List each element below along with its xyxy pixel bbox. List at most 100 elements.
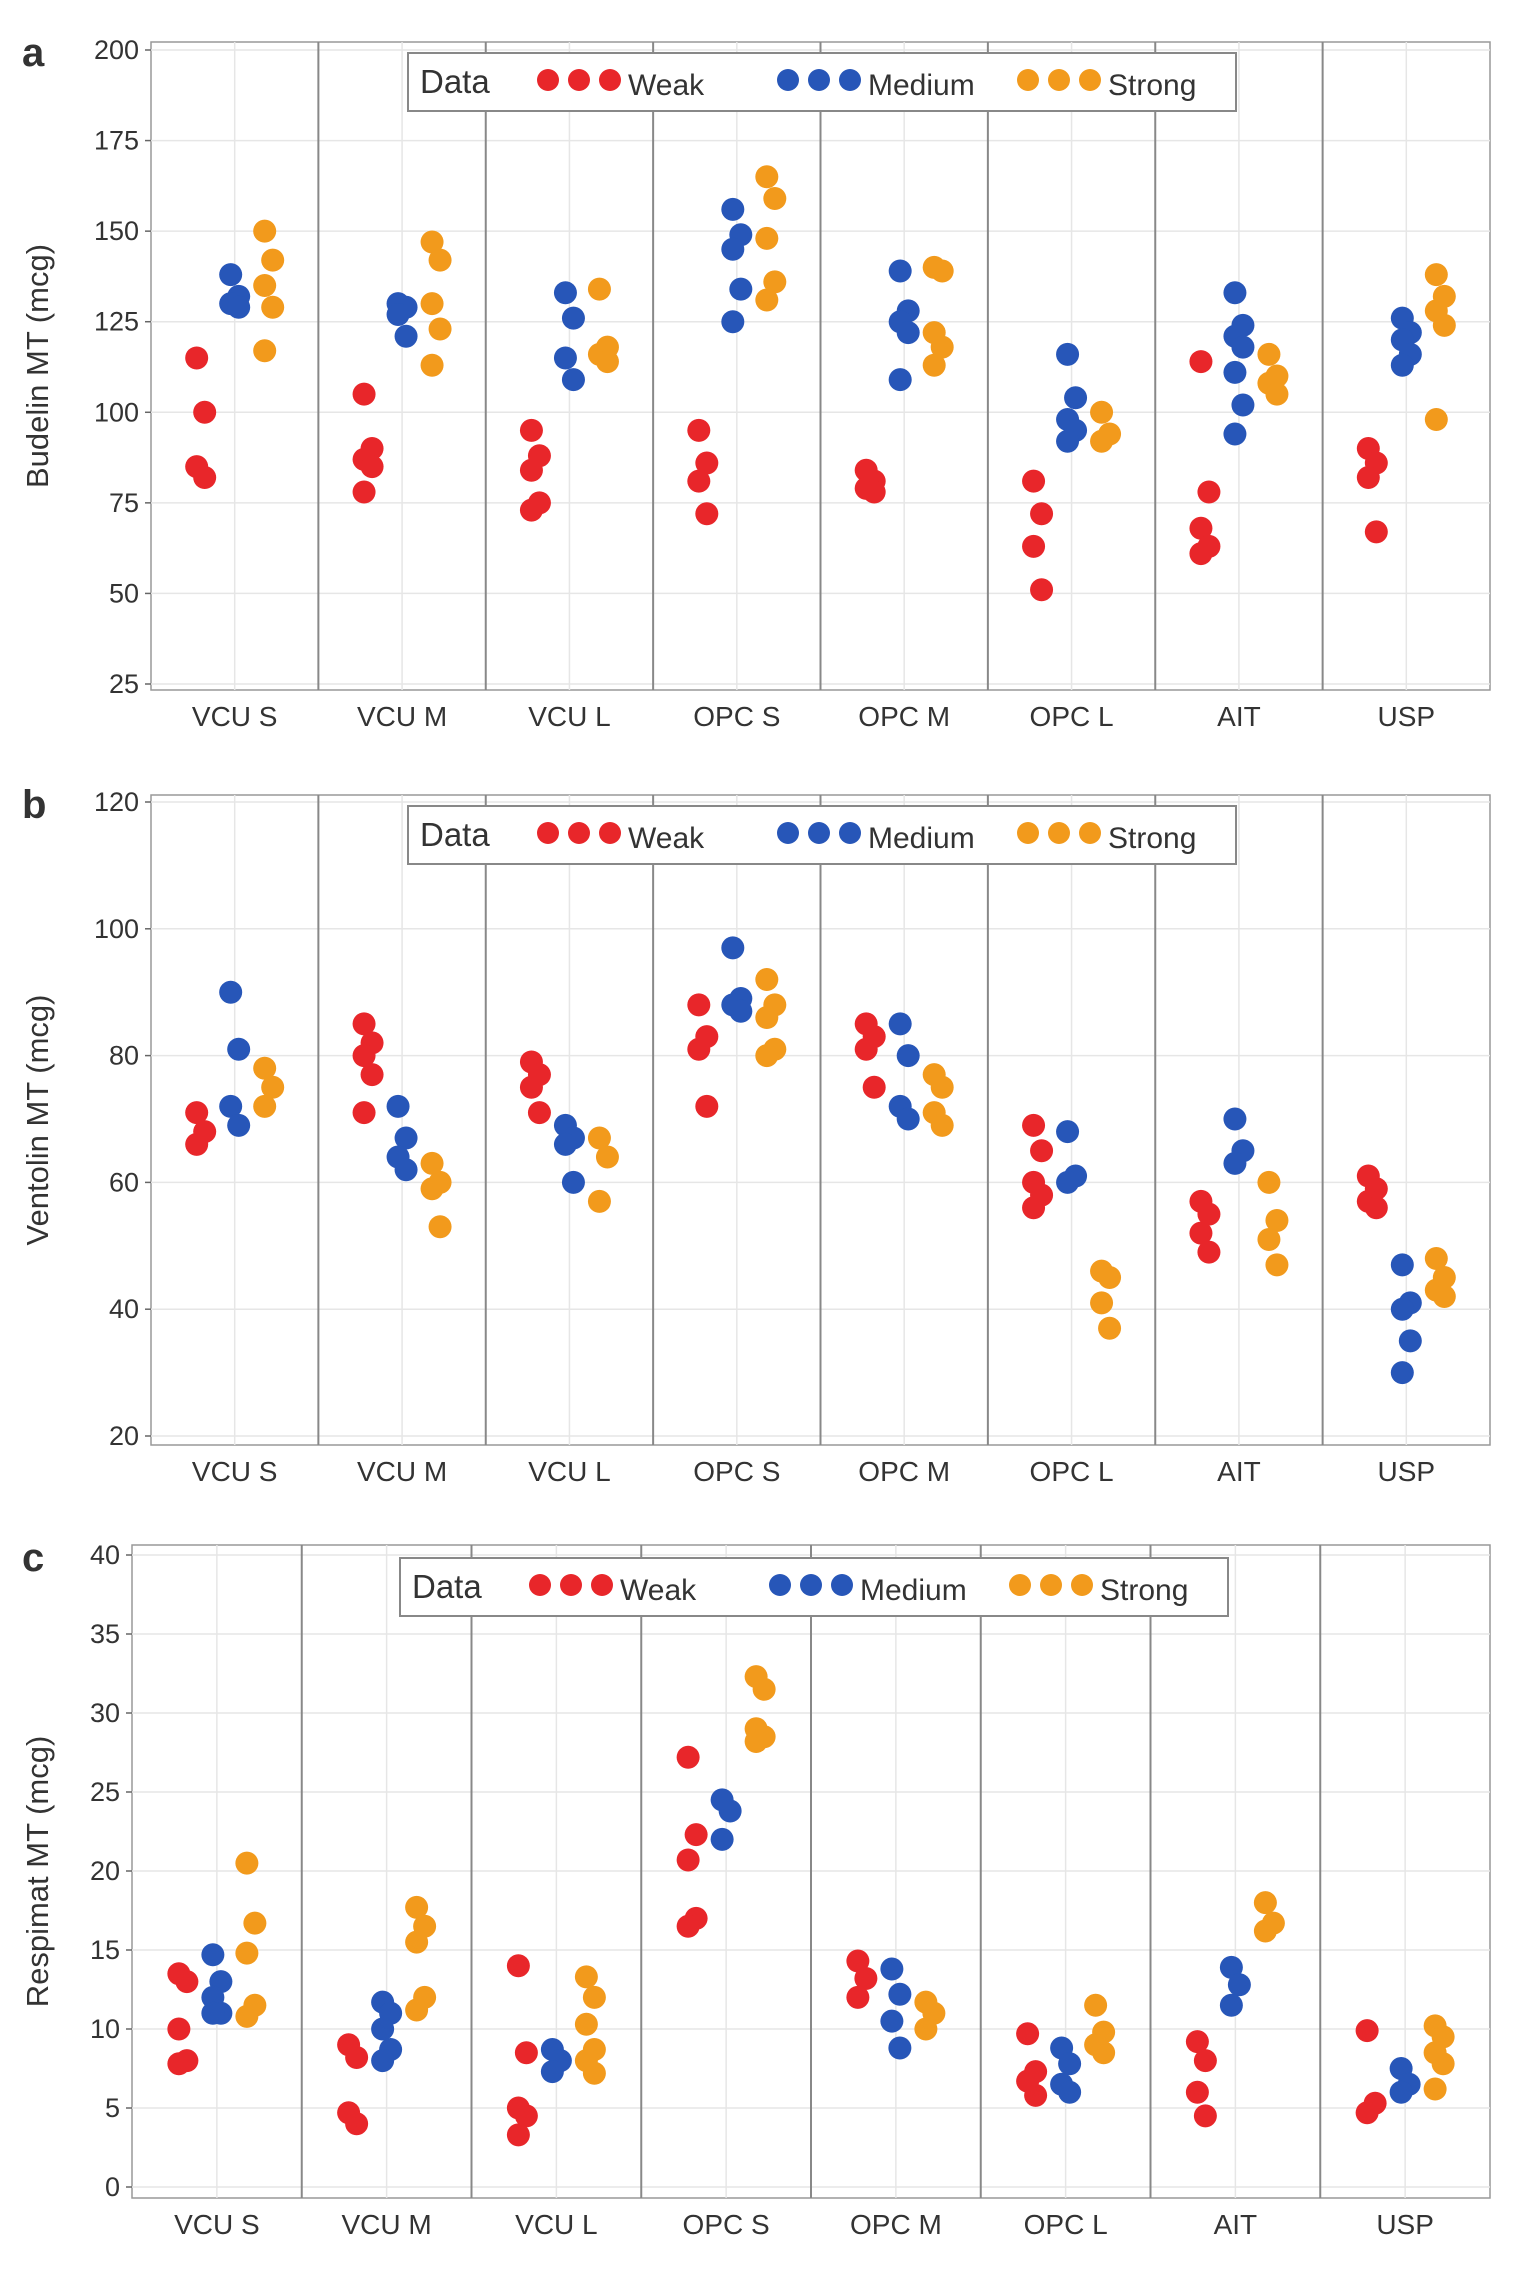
data-point-strong	[420, 292, 444, 316]
y-tick-label: 100	[94, 914, 139, 944]
x-tick-label: VCU M	[357, 1456, 447, 1487]
data-point-weak	[1185, 2080, 1209, 2104]
data-point-weak	[1197, 1202, 1221, 1226]
data-point-weak	[676, 1914, 700, 1938]
data-point-strong	[420, 230, 444, 254]
data-point-strong	[1423, 2077, 1447, 2101]
y-tick-label: 35	[90, 1619, 120, 1649]
data-point-weak	[1364, 520, 1388, 544]
legend-swatch-medium	[777, 822, 799, 844]
data-point-strong	[1253, 1919, 1277, 1943]
data-point-weak	[185, 1132, 209, 1156]
legend-swatch-strong	[1048, 822, 1070, 844]
data-point-weak	[862, 1075, 886, 1099]
data-point-weak	[854, 1966, 878, 1990]
data-point-medium	[386, 1094, 410, 1118]
data-point-weak	[1355, 2101, 1379, 2125]
data-point-weak	[514, 2041, 538, 2065]
data-point-medium	[227, 1037, 251, 1061]
data-point-medium	[896, 1044, 920, 1068]
data-point-strong	[587, 1126, 611, 1150]
data-point-medium	[1223, 360, 1247, 384]
x-tick-label: OPC L	[1030, 1456, 1114, 1487]
data-point-medium	[721, 197, 745, 221]
legend-swatch-medium	[769, 1574, 791, 1596]
panel-label: c	[22, 1536, 44, 1580]
data-point-medium	[227, 295, 251, 319]
data-point-medium	[227, 1113, 251, 1137]
x-tick-label: VCU M	[342, 2209, 432, 2240]
data-point-weak	[352, 480, 376, 504]
y-axis-label: Respimat MT (mcg)	[20, 1736, 55, 2008]
y-tick-label: 75	[109, 488, 139, 518]
legend: Data Weak Medium Strong	[399, 1557, 1229, 1617]
legend-swatch-weak	[529, 1574, 551, 1596]
data-point-medium	[219, 980, 243, 1004]
data-point-strong	[405, 1895, 429, 1919]
data-point-weak	[519, 1075, 543, 1099]
data-point-medium	[710, 1827, 734, 1851]
data-point-strong	[755, 226, 779, 250]
legend-swatch-medium	[839, 822, 861, 844]
data-point-weak	[167, 2052, 191, 2076]
legend-swatch-weak	[599, 69, 621, 91]
data-point-strong	[930, 1113, 954, 1137]
legend-swatch-strong	[1048, 69, 1070, 91]
legend: Data Weak Medium Strong	[407, 52, 1237, 112]
data-point-medium	[896, 1107, 920, 1131]
data-point-weak	[1197, 480, 1221, 504]
data-point-medium	[880, 1957, 904, 1981]
data-point-medium	[1390, 1361, 1414, 1385]
data-point-medium	[1056, 429, 1080, 453]
data-point-strong	[253, 1056, 277, 1080]
data-point-medium	[561, 306, 585, 330]
data-point-medium	[721, 936, 745, 960]
data-point-weak	[846, 1949, 870, 1973]
data-point-medium	[1231, 335, 1255, 359]
data-point-strong	[930, 335, 954, 359]
x-tick-label: VCU L	[528, 1456, 610, 1487]
data-point-strong	[243, 1911, 267, 1935]
legend-label: Strong	[1108, 822, 1196, 855]
x-tick-label: OPC S	[693, 1456, 780, 1487]
data-point-medium	[219, 263, 243, 287]
data-point-weak	[185, 1101, 209, 1125]
data-point-strong	[428, 248, 452, 272]
y-tick-label: 5	[105, 2093, 120, 2123]
x-tick-label: USP	[1378, 701, 1436, 732]
data-point-medium	[718, 1799, 742, 1823]
data-point-weak	[1022, 469, 1046, 493]
x-tick-label: VCU S	[192, 1456, 278, 1487]
x-tick-label: AIT	[1217, 701, 1261, 732]
data-point-weak	[1197, 1240, 1221, 1264]
legend-swatch-weak	[537, 69, 559, 91]
panel-a: 25 50 75 100 125 150 175 200 VCU S VCU M VCU L OPC …	[20, 31, 1491, 732]
data-point-strong	[1424, 1246, 1448, 1270]
legend-label: Weak	[628, 69, 705, 102]
data-point-medium	[1056, 1170, 1080, 1194]
legend-swatch-medium	[808, 69, 830, 91]
data-point-medium	[880, 2009, 904, 2033]
data-point-weak	[519, 458, 543, 482]
y-axis-label: Budelin MT (mcg)	[20, 244, 55, 488]
data-point-strong	[763, 187, 787, 211]
legend-swatch-weak	[568, 69, 590, 91]
data-point-weak	[687, 993, 711, 1017]
x-tick-label: AIT	[1217, 1456, 1261, 1487]
data-point-weak	[360, 455, 384, 479]
data-point-strong	[420, 1177, 444, 1201]
data-point-strong	[420, 353, 444, 377]
data-point-strong	[1265, 382, 1289, 406]
data-point-medium	[721, 310, 745, 334]
data-point-medium	[1398, 1329, 1422, 1353]
data-point-strong	[1092, 2041, 1116, 2065]
data-point-medium	[888, 1012, 912, 1036]
data-point-strong	[744, 1729, 768, 1753]
legend: Data Weak Medium Strong	[407, 805, 1237, 865]
y-tick-label: 40	[109, 1294, 139, 1324]
data-point-strong	[1090, 400, 1114, 424]
data-point-strong	[922, 353, 946, 377]
data-point-weak	[175, 1970, 199, 1994]
data-point-medium	[1390, 1297, 1414, 1321]
data-point-strong	[253, 219, 277, 243]
